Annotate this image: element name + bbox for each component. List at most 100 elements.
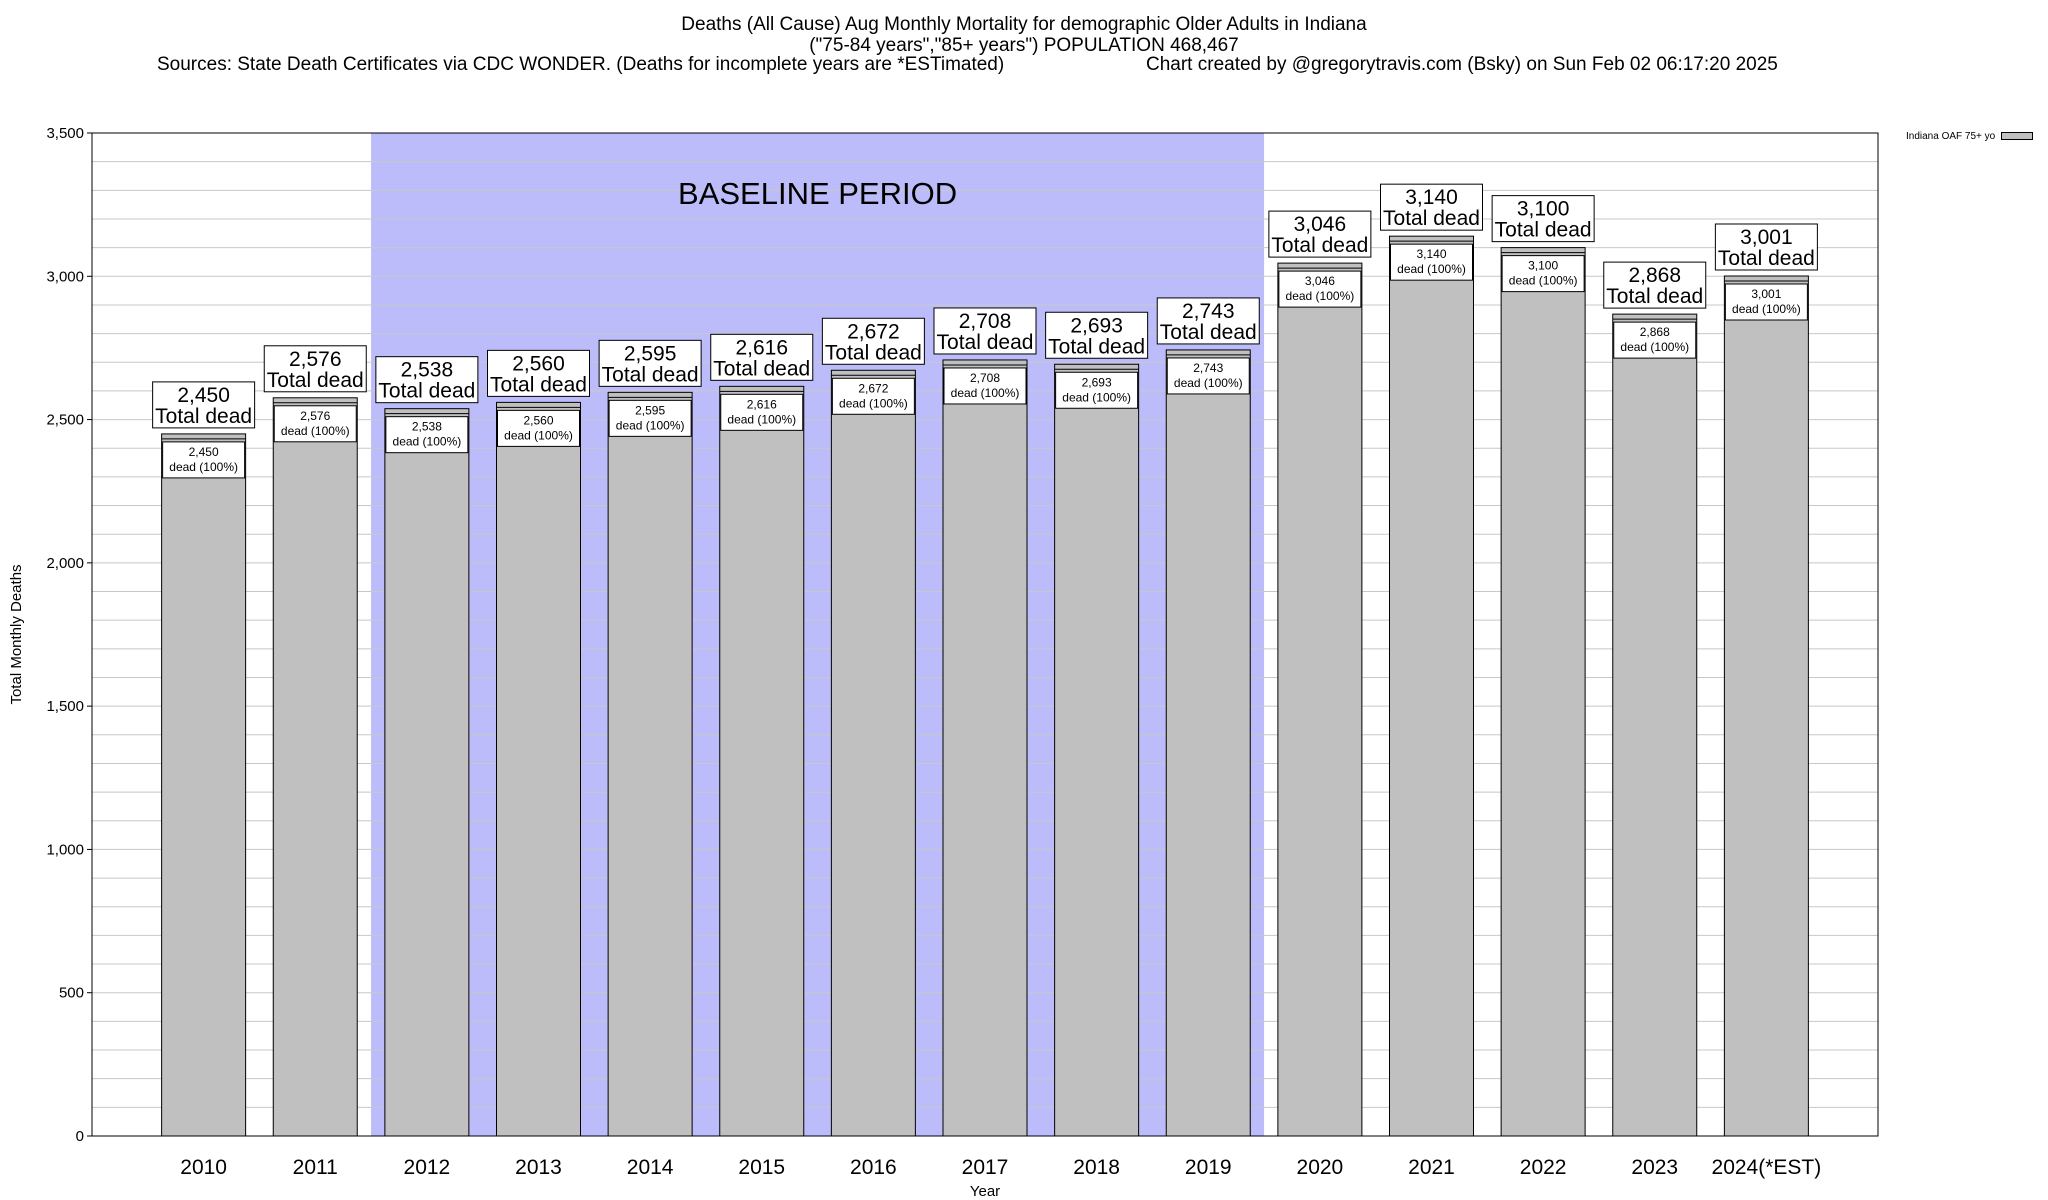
- x-tick-label: 2020: [1297, 1156, 1344, 1179]
- x-tick-label: 2023: [1631, 1156, 1678, 1179]
- inner-label-box: [273, 405, 357, 443]
- inner-value-label: 3,140: [1416, 247, 1446, 261]
- inner-value-label: 2,595: [635, 403, 665, 417]
- y-tick-label: 2,000: [46, 555, 84, 572]
- total-label-box: [1268, 210, 1372, 258]
- y-tick-label: 0: [76, 1128, 84, 1145]
- inner-label-box: [1501, 255, 1585, 293]
- x-tick-label: 2011: [293, 1156, 338, 1179]
- x-tick-label: 2014: [627, 1156, 674, 1179]
- inner-value-label: 2,450: [189, 445, 219, 459]
- total-label-box: [1380, 183, 1483, 231]
- inner-label-box: [1166, 357, 1250, 395]
- baseline-period-label: BASELINE PERIOD: [678, 176, 957, 211]
- inner-label-box: [608, 399, 692, 437]
- x-tick-label: 2013: [515, 1156, 562, 1179]
- inner-value-label: 3,046: [1305, 274, 1335, 288]
- inner-value-label: 2,693: [1082, 375, 1112, 389]
- inner-label-box: [1055, 371, 1139, 409]
- total-value-label: 2,672: [847, 320, 900, 343]
- x-tick-label: 2024(*EST): [1712, 1156, 1822, 1179]
- title-line-1: Deaths (All Cause) Aug Monthly Mortality…: [681, 14, 1367, 35]
- x-tick-label: 2015: [738, 1156, 785, 1179]
- total-dead-label: Total dead: [267, 369, 364, 392]
- bar: [1723, 275, 1809, 1137]
- total-label-box: [1491, 195, 1595, 243]
- total-dead-label: Total dead: [713, 357, 810, 380]
- inner-label-box: [1278, 270, 1362, 308]
- total-dead-label: Total dead: [1048, 335, 1145, 358]
- inner-percent-label: dead (100%): [951, 386, 1020, 400]
- inner-percent-label: dead (100%): [281, 424, 350, 438]
- bar: [607, 391, 693, 1137]
- total-dead-label: Total dead: [378, 380, 475, 403]
- total-dead-label: Total dead: [1160, 321, 1257, 344]
- total-label-box: [263, 345, 367, 393]
- legend-swatch: [2001, 132, 2034, 141]
- inner-value-label: 3,001: [1751, 287, 1781, 301]
- x-tick-label: 2010: [180, 1156, 227, 1179]
- total-value-label: 2,868: [1628, 264, 1681, 287]
- inner-percent-label: dead (100%): [393, 435, 462, 449]
- inner-percent-label: dead (100%): [169, 460, 238, 474]
- x-tick-label: 2022: [1520, 1156, 1567, 1179]
- y-tick-label: 3,500: [46, 125, 84, 142]
- bar: [161, 433, 247, 1137]
- total-dead-label: Total dead: [1718, 247, 1815, 270]
- inner-percent-label: dead (100%): [1062, 390, 1131, 404]
- chart-credit: Chart created by @gregorytravis.com (Bsk…: [1146, 54, 1778, 75]
- inner-label-box: [831, 377, 915, 415]
- total-label-box: [375, 356, 479, 404]
- total-label-box: [1045, 311, 1149, 359]
- bar: [1612, 313, 1698, 1137]
- bar: [719, 385, 805, 1137]
- total-value-label: 2,576: [289, 348, 342, 371]
- y-tick-label: 500: [59, 985, 84, 1002]
- total-value-label: 3,140: [1405, 186, 1458, 209]
- total-value-label: 2,616: [735, 336, 788, 359]
- bar: [1165, 349, 1251, 1137]
- y-tick-label: 2,500: [46, 412, 84, 429]
- bar: [1389, 235, 1474, 1137]
- bar: [1500, 247, 1586, 1137]
- total-dead-label: Total dead: [1383, 207, 1480, 230]
- total-dead-label: Total dead: [1495, 219, 1592, 242]
- inner-percent-label: dead (100%): [616, 418, 685, 432]
- inner-label-box: [1613, 321, 1697, 359]
- total-value-label: 2,595: [624, 342, 677, 365]
- total-dead-label: Total dead: [602, 363, 699, 386]
- total-dead-label: Total dead: [1271, 234, 1368, 257]
- title-line-2: ("75-84 years","85+ years") POPULATION 4…: [809, 35, 1239, 56]
- total-dead-label: Total dead: [155, 405, 252, 428]
- total-label-box: [1714, 223, 1818, 271]
- bar: [1054, 363, 1140, 1137]
- inner-label-box: [1390, 243, 1473, 281]
- total-value-label: 2,560: [512, 352, 565, 375]
- y-axis-label: Total Monthly Deaths: [8, 564, 25, 704]
- total-label-box: [487, 349, 590, 397]
- inner-value-label: 2,576: [300, 409, 330, 423]
- inner-label-box: [497, 409, 580, 447]
- x-tick-label: 2017: [962, 1156, 1009, 1179]
- total-value-label: 2,708: [959, 310, 1012, 333]
- inner-value-label: 2,868: [1640, 325, 1670, 339]
- sources-note: Sources: State Death Certificates via CD…: [157, 54, 1005, 75]
- inner-value-label: 2,560: [523, 413, 553, 427]
- inner-percent-label: dead (100%): [1397, 262, 1466, 276]
- legend-label: Indiana OAF 75+ yo: [1906, 131, 1996, 142]
- inner-percent-label: dead (100%): [1732, 302, 1801, 316]
- y-tick-label: 1,500: [46, 698, 84, 715]
- total-value-label: 3,046: [1294, 213, 1347, 236]
- x-tick-label: 2012: [404, 1156, 451, 1179]
- inner-percent-label: dead (100%): [839, 396, 908, 410]
- legend: Indiana OAF 75+ yo: [1906, 131, 2034, 142]
- x-tick-label: 2018: [1073, 1156, 1120, 1179]
- total-dead-label: Total dead: [1606, 285, 1703, 308]
- total-value-label: 2,743: [1182, 300, 1235, 323]
- total-label-box: [821, 317, 925, 365]
- total-value-label: 2,538: [401, 359, 454, 382]
- total-value-label: 3,001: [1740, 226, 1793, 249]
- bar: [830, 369, 916, 1137]
- x-axis-label: Year: [970, 1183, 1000, 1200]
